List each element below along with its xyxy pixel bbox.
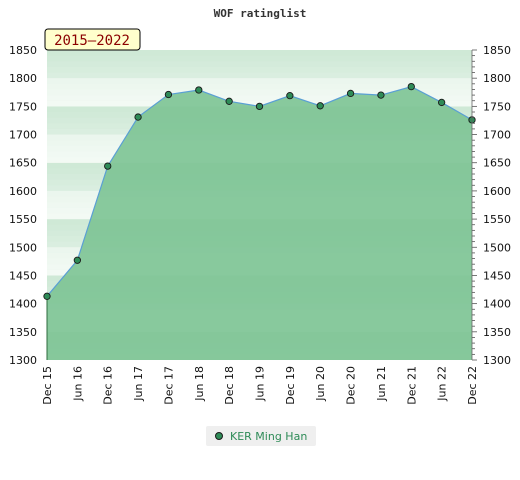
background-band: [47, 50, 472, 79]
x-tick-label: Dec 21: [405, 366, 418, 405]
background-stripe: [47, 66, 472, 73]
y-tick-label-right: 1700: [483, 129, 511, 142]
y-tick-label-left: 1800: [9, 72, 37, 85]
y-tick-label-right: 1400: [483, 298, 511, 311]
chart-title: WOF ratinglist: [214, 7, 307, 20]
data-point[interactable]: [346, 89, 355, 98]
data-point[interactable]: [195, 86, 203, 94]
period-box: 2015–2022: [44, 28, 141, 51]
data-point[interactable]: [407, 82, 415, 91]
legend[interactable]: KER Ming Han: [206, 426, 316, 446]
x-tick-label: Dec 15: [41, 366, 54, 405]
x-axis: Dec 15 Jun 16 Dec 16 Jun 17 Dec 17 Jun 18 Dec …: [41, 366, 479, 405]
background-stripe: [47, 50, 472, 56]
y-tick-label-left: 1400: [9, 298, 37, 311]
legend-marker-icon: [215, 432, 223, 440]
rating-area: [47, 86, 472, 361]
x-tick-label: Dec 17: [162, 366, 175, 405]
y-tick-label-left: 1300: [9, 354, 37, 367]
background-stripe: [47, 72, 472, 79]
y-tick-label-left: 1850: [9, 44, 37, 57]
x-tick-label: Jun 18: [193, 366, 206, 402]
data-point[interactable]: [255, 102, 264, 111]
x-tick-label: Jun 20: [314, 366, 327, 402]
y-tick-label-left: 1600: [9, 185, 37, 198]
data-point[interactable]: [104, 162, 112, 170]
x-tick-label: Jun 21: [375, 366, 388, 402]
data-point[interactable]: [437, 98, 446, 107]
right-y-axis: 1300 1350 1400 1450 1500 1550 1600 1650 1700 1750…: [471, 44, 511, 367]
data-point[interactable]: [377, 91, 385, 99]
x-tick-label: Jun 17: [132, 366, 145, 402]
data-point[interactable]: [286, 92, 294, 100]
data-point[interactable]: [43, 292, 51, 300]
x-tick-label: Dec 22: [466, 366, 479, 405]
y-tick-label-right: 1450: [483, 269, 511, 282]
y-tick-label-right: 1800: [483, 72, 511, 85]
y-tick-label-right: 1350: [483, 326, 511, 339]
y-tick-label-right: 1500: [483, 241, 511, 254]
background-stripe: [47, 55, 472, 62]
data-point[interactable]: [164, 90, 173, 99]
x-tick-label: Dec 16: [102, 366, 115, 405]
y-tick-label-left: 1450: [9, 269, 37, 282]
background-stripe: [47, 78, 472, 84]
y-tick-label-right: 1550: [483, 213, 511, 226]
background-stripe: [47, 83, 472, 90]
data-point[interactable]: [134, 113, 142, 121]
data-point[interactable]: [316, 102, 324, 110]
x-tick-label: Jun 22: [436, 366, 449, 402]
y-tick-label-right: 1850: [483, 44, 511, 57]
y-tick-label-right: 1650: [483, 157, 511, 170]
y-tick-label-left: 1500: [9, 241, 37, 254]
y-tick-label-left: 1750: [9, 100, 37, 113]
y-tick-label-left: 1550: [9, 213, 37, 226]
left-y-axis: 1300 1350 1400 1450 1500 1550 1600 1650 1700 1750…: [9, 44, 37, 367]
y-tick-label-right: 1600: [483, 185, 511, 198]
data-points: [43, 82, 476, 360]
background-stripe: [47, 95, 472, 101]
data-point[interactable]: [73, 256, 82, 264]
y-tick-label-left: 1350: [9, 326, 37, 339]
x-tick-label: Dec 18: [223, 366, 236, 405]
y-tick-label-right: 1300: [483, 354, 511, 367]
y-tick-label-left: 1650: [9, 157, 37, 170]
x-tick-label: Dec 20: [345, 366, 358, 405]
legend-label: KER Ming Han: [230, 429, 308, 443]
x-tick-label: Dec 19: [284, 366, 297, 405]
y-tick-label-right: 1750: [483, 100, 511, 113]
x-tick-label: Jun 16: [71, 366, 84, 402]
background-stripe: [47, 61, 472, 67]
data-point[interactable]: [225, 97, 233, 105]
period-label: 2015–2022: [54, 33, 130, 49]
y-tick-label-left: 1700: [9, 129, 37, 142]
background-stripe: [47, 89, 472, 96]
x-tick-label: Jun 19: [254, 366, 267, 402]
